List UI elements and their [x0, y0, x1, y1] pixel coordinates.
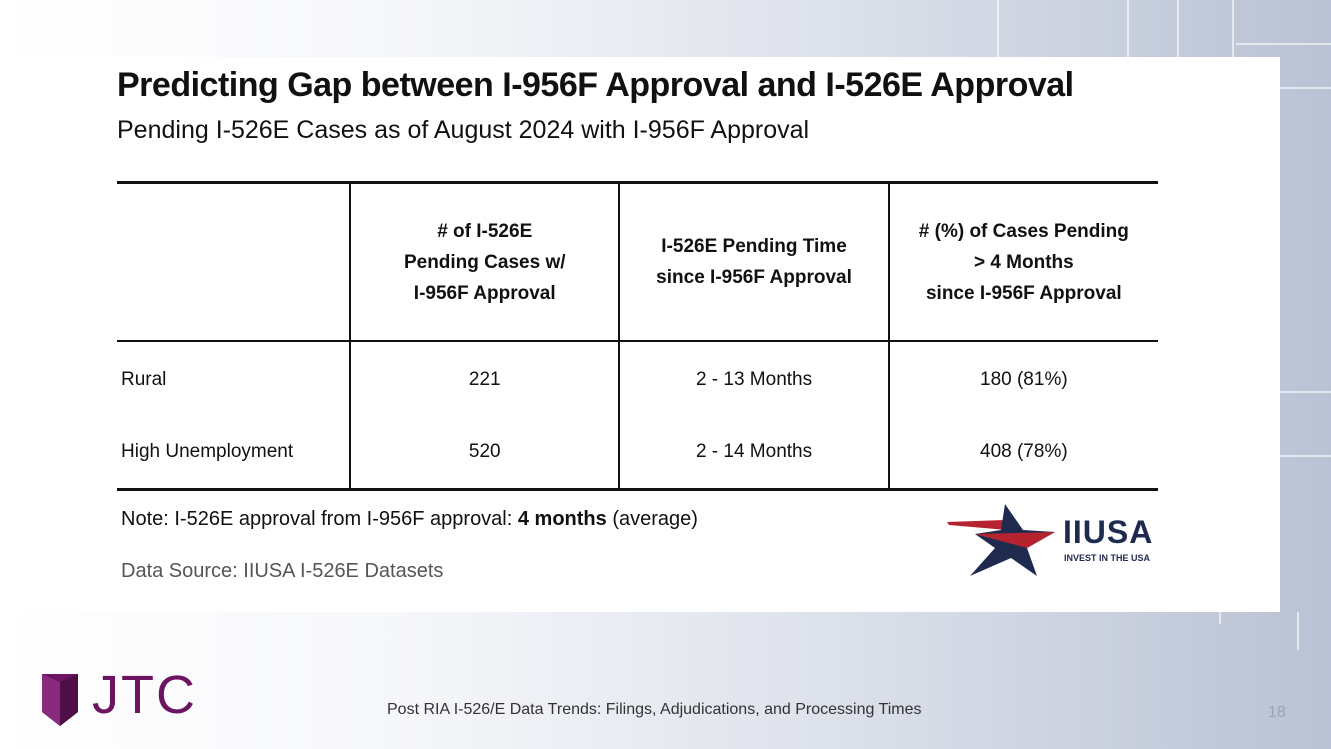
- page-number: 18: [1268, 704, 1286, 721]
- page-title: Predicting Gap between I-956F Approval a…: [117, 66, 1074, 104]
- iiusa-star-logo-icon: [947, 504, 1055, 576]
- header-line: # (%) of Cases Pending: [918, 220, 1129, 242]
- note-suffix: (average): [606, 508, 698, 530]
- data-table: # of I-526E Pending Cases w/ I-956F Appr…: [117, 181, 1158, 491]
- table-header-cell: I-526E Pending Time since I-956F Approva…: [618, 182, 889, 342]
- table-cell: 2 - 13 Months: [618, 341, 889, 416]
- table-header-cell: # (%) of Cases Pending > 4 Months since …: [887, 182, 1158, 342]
- table-cell: 408 (78%): [887, 416, 1158, 490]
- table-cell: 2 - 14 Months: [618, 416, 889, 490]
- data-source-text: Data Source: IIUSA I-526E Datasets: [121, 560, 444, 582]
- table-cell: 221: [349, 341, 620, 416]
- table-header-cell: [117, 182, 351, 342]
- header-line: Pending Cases w/: [403, 251, 566, 273]
- table-cell: 180 (81%): [887, 341, 1158, 416]
- table-header-row: # of I-526E Pending Cases w/ I-956F Appr…: [117, 182, 1158, 342]
- note-prefix: Note: I-526E approval from I-956F approv…: [121, 508, 518, 530]
- page-subtitle: Pending I-526E Cases as of August 2024 w…: [117, 116, 810, 144]
- header-line: I-526E Pending Time: [661, 236, 847, 257]
- table-row: Rural 221 2 - 13 Months 180 (81%): [117, 341, 1158, 416]
- header-line: > 4 Months: [973, 251, 1074, 273]
- header-line: I-956F Approval: [413, 282, 556, 304]
- table-cell-category: Rural: [121, 368, 167, 390]
- note-text: Note: I-526E approval from I-956F approv…: [121, 508, 698, 531]
- jtc-logo-text: JTC: [92, 665, 197, 725]
- note-bold: 4 months: [517, 508, 607, 530]
- table-cell-category: High Unemployment: [121, 441, 294, 462]
- header-line: since I-956F Approval: [656, 267, 852, 288]
- jtc-shield-icon: [42, 674, 78, 726]
- table-cell: 520: [349, 416, 620, 490]
- footer-title: Post RIA I-526/E Data Trends: Filings, A…: [387, 701, 922, 718]
- header-line: since I-956F Approval: [925, 282, 1122, 304]
- iiusa-logo-name: IIUSA: [1063, 514, 1154, 550]
- table-row: High Unemployment 520 2 - 14 Months 408 …: [117, 416, 1158, 490]
- header-line: # of I-526E: [437, 220, 533, 242]
- table-header-cell: # of I-526E Pending Cases w/ I-956F Appr…: [349, 182, 620, 342]
- iiusa-logo-tagline: INVEST IN THE USA: [1064, 553, 1151, 563]
